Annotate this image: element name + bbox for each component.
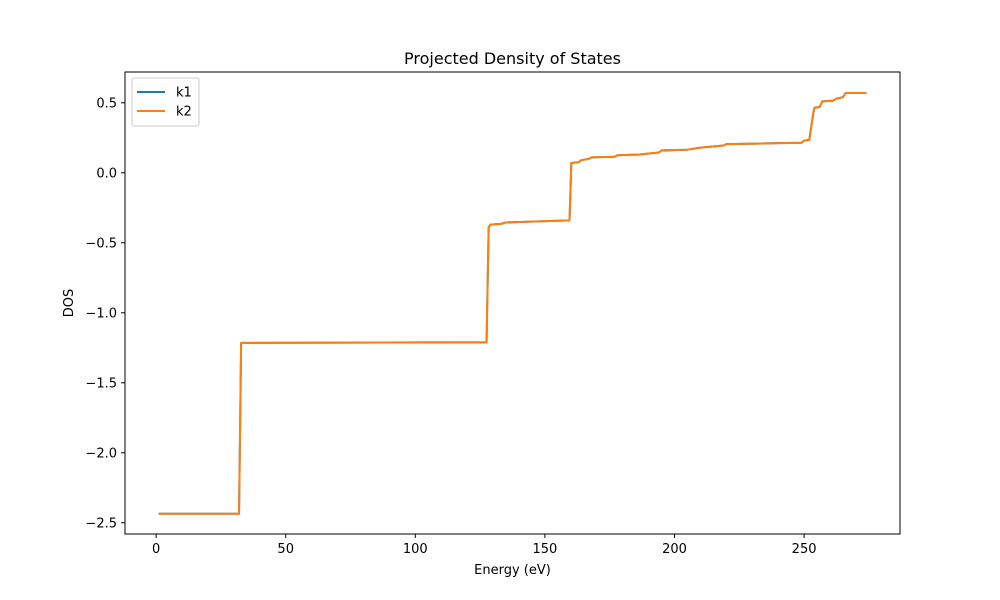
chart-title: Projected Density of States [404, 49, 621, 68]
x-tick-label: 50 [277, 542, 294, 557]
x-axis-label: Energy (eV) [474, 563, 551, 578]
legend-label-k2: k2 [176, 105, 192, 120]
x-tick-label: 0 [152, 542, 160, 557]
y-tick-label: 0.5 [96, 96, 117, 111]
y-tick-label: 0.0 [96, 166, 117, 181]
plot-area [158, 92, 867, 515]
y-axis-label: DOS [62, 289, 77, 318]
y-tick-label: −1.0 [85, 306, 117, 321]
y-axis: −2.5 −2.0 −1.5 −1.0 −0.5 0.0 0.5 [85, 96, 125, 531]
x-tick-label: 250 [792, 542, 817, 557]
x-axis: 0 50 100 150 200 250 [152, 534, 817, 557]
y-tick-label: −2.5 [85, 516, 117, 531]
y-tick-label: −2.0 [85, 446, 117, 461]
axes-frame [124, 71, 901, 535]
x-tick-label: 200 [662, 542, 687, 557]
y-tick-label: −0.5 [85, 236, 117, 251]
legend-box [131, 77, 200, 127]
series-line-k2 [158, 92, 867, 515]
x-tick-label: 100 [403, 542, 428, 557]
y-tick-label: −1.5 [85, 376, 117, 391]
x-tick-label: 150 [532, 542, 557, 557]
legend-label-k1: k1 [176, 86, 192, 101]
